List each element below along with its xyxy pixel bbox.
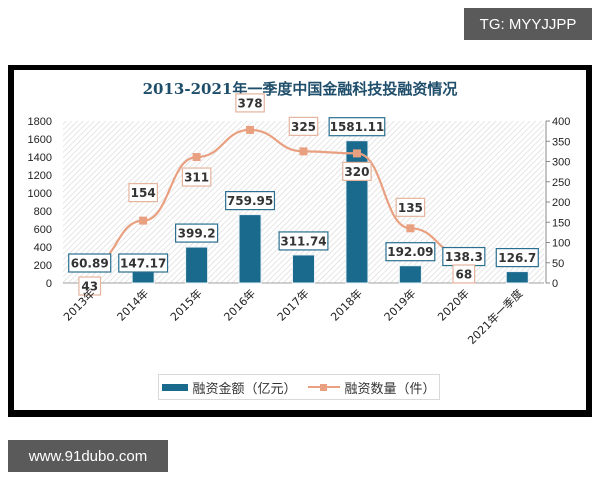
line-value-label: 135: [398, 201, 423, 215]
bar-swatch-icon: [162, 383, 189, 391]
line-value-label: 43: [81, 280, 98, 294]
line-value-label: 378: [238, 96, 263, 110]
left-axis-tick: 1000: [28, 188, 52, 200]
x-axis-label: 2019年: [381, 286, 418, 323]
bar: [292, 254, 315, 284]
left-axis-tick: 1200: [28, 170, 52, 182]
watermark-top: TG: MYYJJPP: [464, 8, 592, 40]
x-axis-label: 2021年一季度: [465, 286, 526, 347]
bar-value-label-box: [68, 253, 112, 273]
legend-item-count: 融资数量（件）: [307, 378, 436, 397]
right-axis-tick: 100: [552, 238, 570, 250]
bar: [185, 246, 209, 284]
line-value-label-box: [235, 93, 265, 113]
watermark-bottom: www.91dubo.com: [8, 440, 168, 472]
right-axis-tick: 150: [552, 217, 570, 229]
bar-value-label: 60.89: [71, 257, 109, 271]
x-axis-label: 2017年: [274, 286, 311, 323]
line-value-label-box: [181, 167, 212, 187]
bar-value-label-box: [175, 223, 219, 243]
bar-value-label: 192.09: [387, 245, 433, 259]
line-value-label-box: [78, 276, 102, 296]
right-axis-tick: 350: [552, 136, 570, 148]
line-value-label-box: [452, 264, 476, 284]
left-axis-tick: 200: [34, 260, 52, 272]
line-value-label-box: [128, 183, 158, 203]
line-value-label-box: [342, 161, 372, 181]
line-marker: [406, 224, 415, 233]
right-axis-tick: 200: [552, 197, 570, 209]
chart-title: 2013-2021年一季度中国金融科技投融资情况: [142, 80, 458, 98]
bar: [398, 265, 422, 284]
legend-label-count: 融资数量（件）: [344, 380, 436, 396]
line-value-label: 320: [344, 165, 369, 179]
bar-value-label: 1581.11: [330, 120, 385, 134]
left-axis-tick: 0: [46, 278, 52, 290]
line-value-label-box: [395, 197, 426, 217]
bar-value-label-box: [118, 253, 169, 273]
line-value-label: 154: [131, 186, 156, 200]
bar-value-label-box: [278, 231, 329, 251]
line-swatch-icon: [307, 384, 340, 391]
line-value-label-box: [288, 116, 319, 136]
chart-legend: 融资金额（亿元） 融资数量（件）: [158, 374, 440, 400]
line-marker: [139, 216, 148, 225]
bar-value-label: 311.74: [280, 234, 326, 248]
x-axis-label: 2020年: [434, 286, 471, 323]
bar-value-label: 138.3: [445, 250, 483, 264]
left-axis-tick: 400: [34, 242, 52, 254]
line-value-label: 68: [455, 268, 472, 282]
x-axis-label: 2014年: [114, 286, 151, 323]
right-axis-tick: 300: [552, 157, 570, 169]
left-axis-tick: 800: [34, 206, 52, 218]
line-marker: [192, 153, 201, 162]
legend-label-amount: 融资金额（亿元）: [192, 380, 297, 396]
x-axis-label: 2015年: [167, 286, 204, 323]
line-marker: [352, 149, 361, 158]
line-value-label: 325: [291, 120, 316, 134]
x-axis-label: 2016年: [221, 286, 258, 323]
bar-value-label: 126.7: [498, 251, 536, 265]
count-line: [89, 128, 464, 267]
bar-value-label-box: [328, 117, 386, 137]
bar-value-label-box: [385, 242, 436, 262]
x-axis-label: 2018年: [328, 286, 365, 323]
line-marker: [299, 147, 308, 156]
bar: [505, 271, 529, 284]
bar-value-label-box: [225, 191, 276, 211]
left-axis-tick: 1400: [28, 152, 52, 164]
legend-item-amount: 融资金额（亿元）: [162, 378, 297, 397]
right-axis-tick: 400: [552, 116, 570, 128]
left-axis-tick: 600: [34, 224, 52, 236]
bar-value-label-box: [495, 247, 539, 268]
line-marker: [246, 125, 255, 134]
line-value-label: 311: [184, 171, 209, 185]
left-axis-tick: 1800: [28, 116, 52, 128]
right-axis-tick: 0: [552, 278, 558, 290]
bar-value-label: 759.95: [227, 194, 273, 208]
bar-value-label: 147.17: [120, 257, 166, 271]
right-axis-tick: 250: [552, 177, 570, 189]
bar-value-label: 399.2: [178, 227, 216, 241]
right-axis-tick: 50: [552, 258, 564, 270]
left-axis-tick: 1600: [28, 134, 52, 146]
bar: [238, 214, 262, 284]
